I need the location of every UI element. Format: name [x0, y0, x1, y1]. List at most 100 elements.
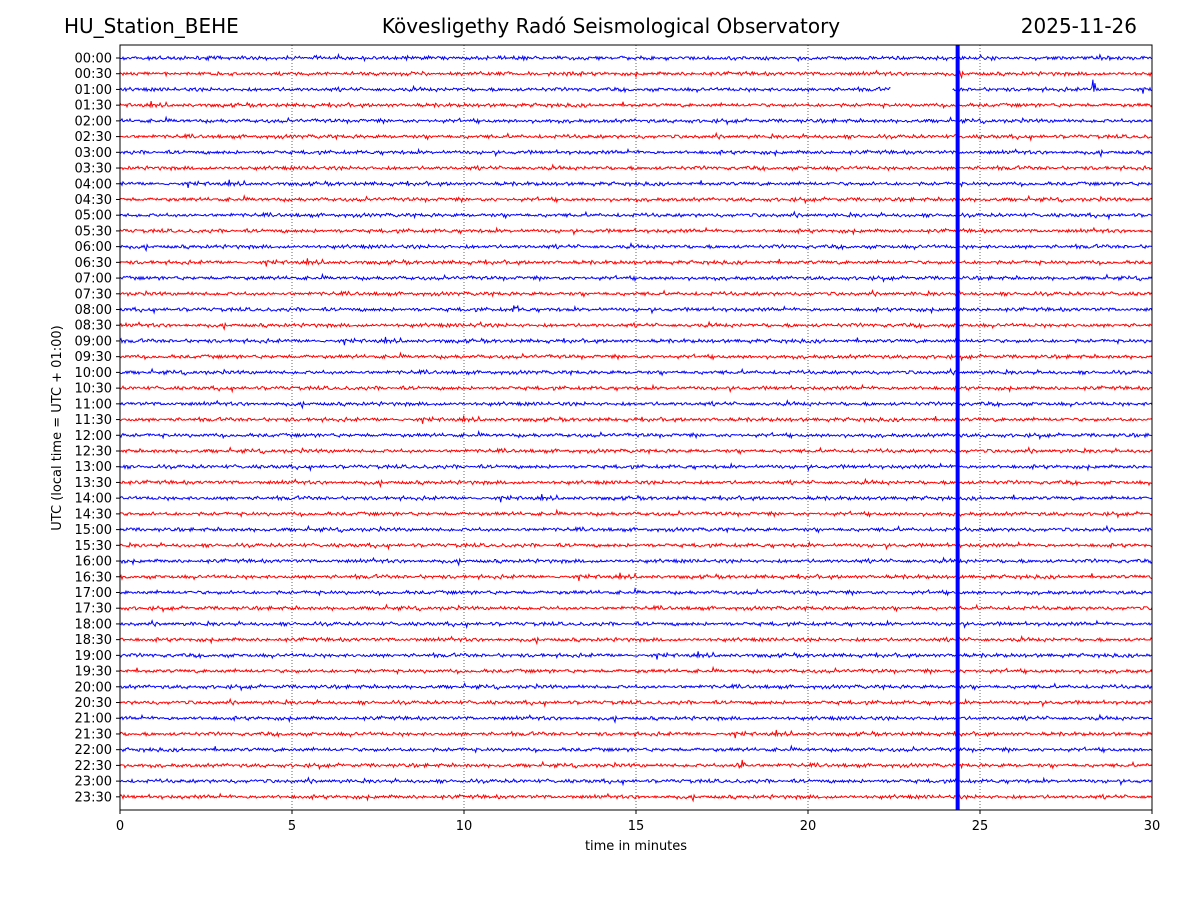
trace-row-0430: [119, 194, 1153, 205]
y-tick-label: 15:30: [75, 539, 112, 554]
trace-row-0530: [119, 226, 1153, 236]
trace-row-2000: [119, 682, 1153, 692]
y-tick-label: 10:00: [75, 366, 112, 381]
trace-row-1230: [119, 446, 1153, 456]
y-tick-label: 12:30: [75, 445, 112, 460]
trace-row-0600: [119, 241, 1153, 253]
trace-row-2300: [119, 776, 1153, 787]
trace-row-2100: [119, 713, 1153, 724]
chart-date: 2025-11-26: [1020, 14, 1137, 38]
trace-row-0730: [119, 288, 1153, 298]
y-tick-label: 18:00: [75, 617, 112, 632]
y-tick-label: 21:00: [75, 712, 112, 727]
trace-row-1100: [119, 399, 1153, 410]
trace-row-0700: [119, 272, 1153, 283]
y-tick-label: 08:00: [75, 303, 112, 318]
trace-row-1830: [119, 634, 1153, 646]
trace-row-0330: [119, 163, 1153, 172]
y-tick-label: 12:00: [75, 429, 112, 444]
trace-row-1530: [119, 540, 1153, 551]
y-tick-label: 23:00: [75, 775, 112, 790]
y-tick-label: 22:00: [75, 743, 112, 758]
trace-row-0000: [119, 52, 1153, 63]
y-tick-label: 18:30: [75, 633, 112, 648]
y-axis-ticks: 00:0000:3001:0001:3002:0002:3003:0003:30…: [75, 52, 120, 805]
chart-title: Kövesligethy Radó Seismological Observat…: [381, 14, 841, 38]
trace-row-1600: [119, 556, 1153, 567]
trace-row-2030: [119, 697, 1153, 708]
trace-row-1800: [119, 619, 1153, 630]
y-tick-label: 21:30: [75, 727, 112, 742]
trace-row-2330: [119, 792, 1153, 803]
grid-lines: [291, 45, 981, 810]
trace-row-1430: [119, 508, 1153, 519]
x-tick-label: 10: [456, 819, 473, 834]
y-tick-label: 11:00: [75, 397, 112, 412]
x-axis-ticks: 0 5 10 15 20 25 30: [116, 810, 1160, 834]
trace-row-1330: [119, 477, 1153, 489]
y-tick-label: 09:30: [75, 350, 112, 365]
y-tick-label: 00:00: [75, 52, 112, 67]
station-name: HU_Station_BEHE: [64, 14, 239, 38]
y-tick-label: 04:30: [75, 193, 112, 208]
y-tick-label: 02:00: [75, 114, 112, 129]
trace-row-1630: [119, 572, 1153, 582]
y-tick-label: 01:00: [75, 83, 112, 98]
x-tick-label: 5: [288, 819, 296, 834]
y-tick-label: 22:30: [75, 759, 112, 774]
y-tick-label: 01:30: [75, 99, 112, 114]
y-tick-label: 13:30: [75, 476, 112, 491]
y-tick-label: 07:00: [75, 272, 112, 287]
trace-row-1730: [119, 603, 1153, 614]
trace-row-1930: [119, 665, 1153, 676]
y-tick-label: 14:00: [75, 492, 112, 507]
trace-row-1200: [119, 429, 1153, 441]
trace-row-0900: [119, 336, 1153, 346]
y-tick-label: 07:30: [75, 287, 112, 302]
trace-row-2200: [119, 744, 1153, 754]
y-tick-label: 17:30: [75, 602, 112, 617]
y-tick-label: 00:30: [75, 67, 112, 82]
y-tick-label: 15:00: [75, 523, 112, 538]
y-tick-label: 19:30: [75, 665, 112, 680]
trace-row-1700: [119, 587, 1153, 597]
y-tick-label: 16:30: [75, 570, 112, 585]
trace-row-2130: [119, 729, 1153, 739]
y-tick-label: 19:00: [75, 649, 112, 664]
trace-row-0630: [119, 258, 1153, 267]
y-axis-label: UTC (local time = UTC + 01:00): [50, 325, 65, 530]
y-tick-label: 13:00: [75, 460, 112, 475]
trace-row-0200: [119, 115, 1153, 126]
trace-row-0300: [119, 147, 1153, 158]
x-axis-label: time in minutes: [585, 839, 687, 854]
y-tick-label: 10:30: [75, 382, 112, 397]
trace-row-0500: [119, 210, 1153, 221]
y-tick-label: 16:00: [75, 555, 112, 570]
y-tick-label: 05:00: [75, 209, 112, 224]
trace-row-0400: [119, 179, 1153, 189]
x-tick-label: 20: [800, 819, 817, 834]
y-tick-label: 08:30: [75, 319, 112, 334]
seismic-traces: [119, 52, 1153, 803]
trace-row-0930: [119, 351, 1153, 362]
y-tick-label: 11:30: [75, 413, 112, 428]
x-tick-label: 15: [628, 819, 645, 834]
y-tick-label: 09:00: [75, 334, 112, 349]
trace-row-2230: [119, 759, 1153, 771]
trace-row-1900: [119, 651, 1153, 660]
x-tick-label: 25: [972, 819, 989, 834]
y-tick-label: 17:00: [75, 586, 112, 601]
y-tick-label: 14:30: [75, 507, 112, 522]
trace-row-1130: [119, 415, 1153, 424]
trace-row-0230: [119, 131, 1153, 142]
trace-row-0830: [119, 320, 1153, 331]
x-tick-label: 30: [1144, 819, 1161, 834]
trace-row-0100: [119, 79, 1153, 94]
y-tick-label: 20:00: [75, 680, 112, 695]
y-tick-label: 02:30: [75, 130, 112, 145]
trace-row-1300: [119, 462, 1153, 472]
y-tick-label: 23:30: [75, 790, 112, 805]
trace-row-1500: [119, 524, 1153, 534]
y-tick-label: 03:30: [75, 162, 112, 177]
